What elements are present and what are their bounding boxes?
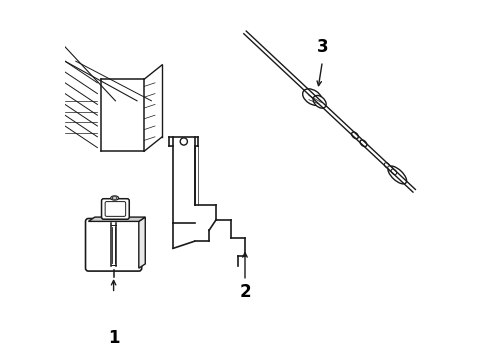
Text: 2: 2 bbox=[239, 283, 251, 301]
Ellipse shape bbox=[303, 89, 322, 105]
FancyBboxPatch shape bbox=[105, 202, 125, 216]
Ellipse shape bbox=[388, 166, 393, 171]
Circle shape bbox=[180, 138, 187, 145]
Polygon shape bbox=[88, 217, 145, 221]
Ellipse shape bbox=[384, 163, 390, 168]
Ellipse shape bbox=[360, 140, 367, 147]
Ellipse shape bbox=[391, 169, 397, 175]
Ellipse shape bbox=[388, 166, 407, 184]
Text: 3: 3 bbox=[317, 38, 328, 56]
Polygon shape bbox=[139, 217, 145, 268]
FancyBboxPatch shape bbox=[101, 199, 129, 219]
FancyBboxPatch shape bbox=[86, 219, 142, 271]
Ellipse shape bbox=[111, 196, 119, 200]
Ellipse shape bbox=[313, 95, 326, 108]
Ellipse shape bbox=[352, 132, 358, 139]
Text: 1: 1 bbox=[108, 329, 120, 347]
Ellipse shape bbox=[112, 197, 117, 199]
